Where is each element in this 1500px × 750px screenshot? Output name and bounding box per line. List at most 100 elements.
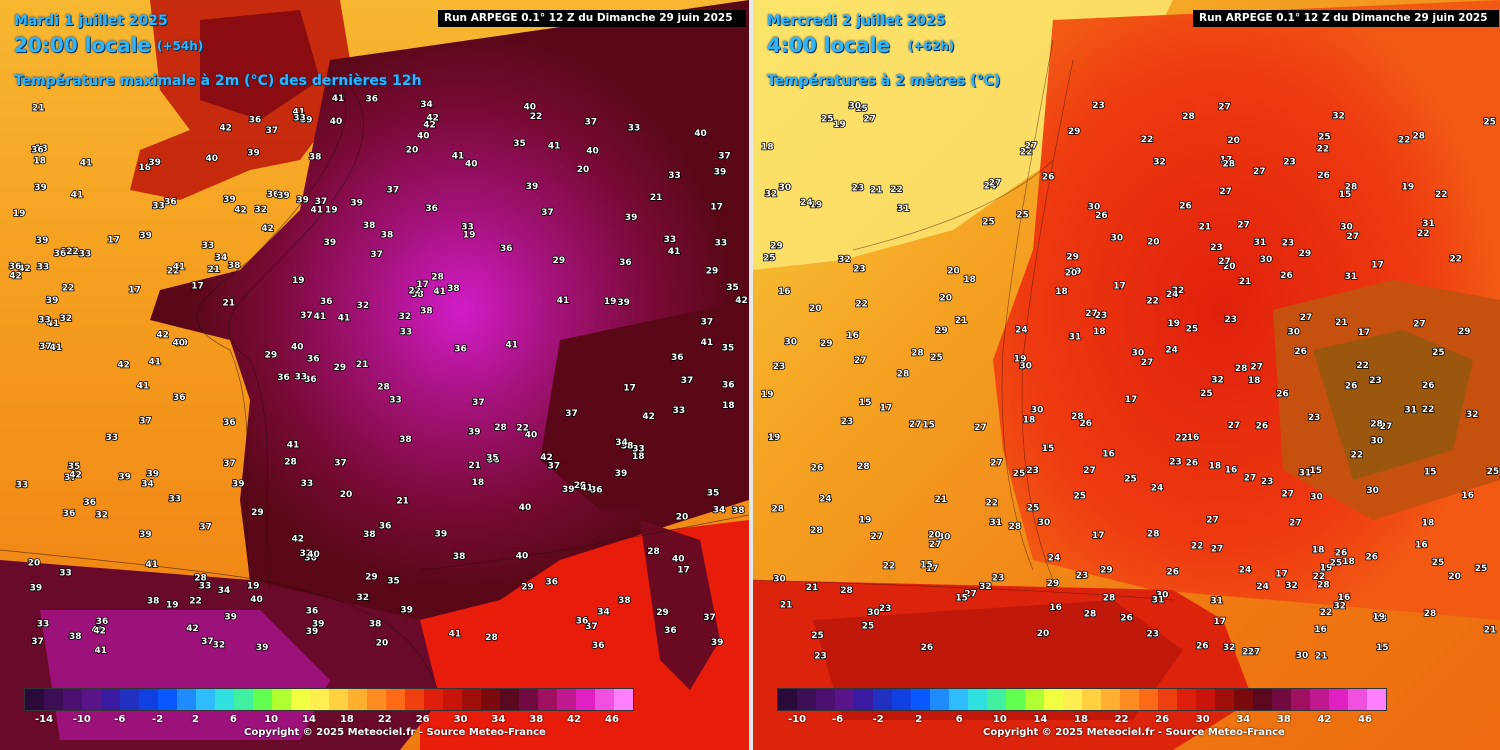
temperature-value: 38 <box>411 290 424 300</box>
temperature-value: 17 <box>1214 617 1227 627</box>
scale-swatch <box>614 689 633 710</box>
temperature-value: 26 <box>1276 390 1289 400</box>
scale-swatch <box>234 689 253 710</box>
temperature-value: 24 <box>1151 483 1164 493</box>
temperature-value: 40 <box>330 117 343 127</box>
temperature-value: 39 <box>30 584 43 594</box>
temperature-value: 27 <box>863 115 876 125</box>
temperature-value: 22 <box>1141 135 1154 145</box>
temperature-value: 17 <box>1113 282 1126 292</box>
temperature-value: 40 <box>524 102 537 112</box>
value-labels-left: 2932333633363937363839413738404139423941… <box>8 93 749 656</box>
temperature-value: 20 <box>1065 268 1078 278</box>
temperature-value: 27 <box>1206 516 1219 526</box>
temperature-value: 27 <box>929 540 942 550</box>
temperature-value: 28 <box>1424 609 1437 619</box>
scale-label: -14 <box>34 714 54 725</box>
scale-swatch <box>120 689 139 710</box>
temperature-value: 26 <box>1167 568 1180 578</box>
scale-swatch <box>576 689 595 710</box>
temperature-value: 36 <box>619 258 632 268</box>
temperature-value: 37 <box>223 459 236 469</box>
temperature-value: 41 <box>287 441 300 451</box>
temperature-value: 41 <box>452 151 465 161</box>
temperature-value: 30 <box>1038 518 1051 528</box>
temperature-value: 37 <box>585 622 598 632</box>
scale-swatch <box>1272 689 1291 710</box>
map-panel-right: 15 17 18 19 16 23 22 27 29 30 31 32 28 26 25 24 23 27 30 28… <box>753 0 1500 750</box>
temperature-value: 21 <box>223 299 236 309</box>
temperature-value: 39 <box>232 479 245 489</box>
scale-swatch <box>424 689 443 710</box>
temperature-value: 20 <box>947 267 960 277</box>
temperature-value: 39 <box>223 195 236 205</box>
temperature-value: 39 <box>36 236 49 246</box>
temperature-value: 23 <box>852 184 865 194</box>
temperature-value: 26 <box>1256 422 1269 432</box>
temperature-value: 25 <box>1200 389 1213 399</box>
temperature-value: 29 <box>334 363 347 373</box>
temperature-value: 23 <box>1026 466 1039 476</box>
temperature-value: 28 <box>772 504 785 514</box>
temperature-value: 23 <box>814 652 827 662</box>
scale-swatch <box>1139 689 1158 710</box>
temperature-value: 36 <box>671 353 684 363</box>
scale-label: 30 <box>453 714 468 725</box>
temperature-value: 22 <box>516 424 529 434</box>
temperature-value: 27 <box>1347 232 1360 242</box>
temperature-value: 18 <box>34 156 47 166</box>
temperature-value: 28 <box>1084 610 1097 620</box>
scale-label: 38 <box>1276 714 1291 725</box>
temperature-value: 20 <box>1227 136 1240 146</box>
temperature-value: 29 <box>1068 127 1081 137</box>
run-info: Run ARPEGE 0.1° 12 Z du Dimanche 29 juin… <box>438 10 746 27</box>
temperature-value: 27 <box>990 459 1003 469</box>
temperature-value: 41 <box>71 190 84 200</box>
temperature-value: 42 <box>426 113 439 123</box>
temperature-value: 42 <box>423 121 436 131</box>
temperature-value: 21 <box>650 193 663 203</box>
temperature-value: 18 <box>963 275 976 285</box>
temperature-value: 25 <box>763 254 776 264</box>
temperature-value: 21 <box>208 265 221 275</box>
temperature-value: 21 <box>356 360 369 370</box>
temperature-value: 25 <box>1027 504 1040 514</box>
temperature-value: 21 <box>468 461 481 471</box>
temperature-value: 33 <box>389 396 402 406</box>
temperature-value: 22 <box>1435 190 1448 200</box>
temperature-value: 39 <box>711 638 724 648</box>
scale-label: 26 <box>415 714 430 725</box>
scale-swatch <box>1158 689 1177 710</box>
temperature-value: 22 <box>66 247 79 257</box>
temperature-value: 32 <box>60 314 73 324</box>
temperature-value: 35 <box>707 489 720 499</box>
scale-swatch <box>816 689 835 710</box>
temperature-value: 38 <box>309 153 322 163</box>
temperature-value: 18 <box>1422 518 1435 528</box>
temperature-value: 15 <box>859 398 872 408</box>
temperature-value: 30 <box>849 102 862 112</box>
temperature-value: 26 <box>1120 613 1133 623</box>
scale-label: 14 <box>302 714 317 725</box>
temperature-value: 23 <box>1369 376 1382 386</box>
temperature-value: 30 <box>1156 591 1169 601</box>
temperature-value: 41 <box>506 341 519 351</box>
temperature-value: 16 <box>1187 433 1200 443</box>
temperature-value: 20 <box>676 512 689 522</box>
temperature-value: 33 <box>400 328 413 338</box>
temperature-value: 42 <box>292 535 305 545</box>
temperature-value: 34 <box>218 586 231 596</box>
color-scale-bar <box>24 688 634 711</box>
temperature-value: 22 <box>1191 542 1204 552</box>
temperature-value: 41 <box>146 560 159 570</box>
temperature-value: 20 <box>1037 629 1050 639</box>
temperature-value: 41 <box>293 107 306 117</box>
temperature-value: 28 <box>485 633 498 643</box>
temperature-value: 28 <box>1182 112 1195 122</box>
temperature-value: 40 <box>173 339 186 349</box>
temperature-value: 24 <box>984 181 997 191</box>
temperature-value: 30 <box>938 533 951 543</box>
scale-swatch <box>82 689 101 710</box>
scale-swatch <box>63 689 82 710</box>
temperature-value: 31 <box>1345 272 1358 282</box>
